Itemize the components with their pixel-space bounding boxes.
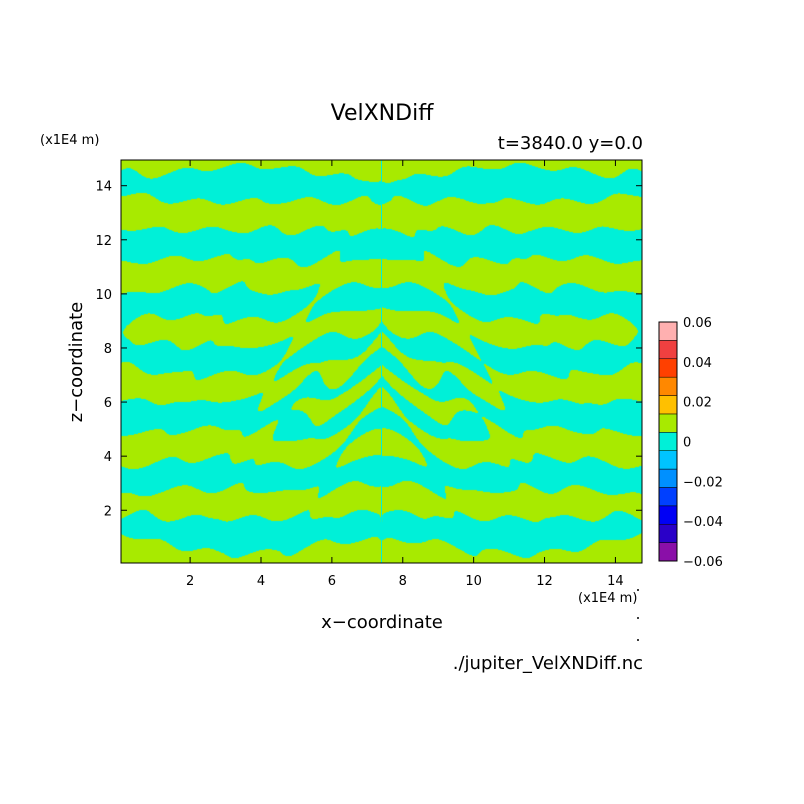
x-tick-label: 14 xyxy=(607,574,624,589)
heatmap-area xyxy=(120,159,643,564)
colorbar-swatch xyxy=(658,413,678,433)
x-axis-ticks: 2 4 6 8 10 12 14 xyxy=(186,160,624,589)
x-axis-unit: (x1E4 m) xyxy=(578,591,637,606)
y-tick-label: 12 xyxy=(95,234,112,249)
chart-subtitle: t=3840.0 y=0.0 xyxy=(498,133,643,154)
y-tick-label: 2 xyxy=(104,504,112,519)
x-tick-label: 4 xyxy=(257,574,265,589)
colorbar-swatch xyxy=(658,468,678,488)
x-axis-label: x−coordinate xyxy=(321,612,443,633)
colorbar-tick-label: 0.02 xyxy=(683,396,712,411)
colorbar-swatch xyxy=(658,523,678,543)
colorbar-swatch xyxy=(658,505,678,525)
y-tick-label: 8 xyxy=(104,342,112,357)
colorbar: 0.06 0.04 0.02 0 −0.02 −0.04 −0.06 xyxy=(658,316,723,570)
colorbar-swatch xyxy=(658,487,678,507)
chart-title: VelXNDiff xyxy=(331,101,435,126)
colorbar-swatch xyxy=(658,432,678,451)
plot-frame xyxy=(120,159,643,564)
colorbar-tick-label: −0.04 xyxy=(683,515,723,530)
colorbar-swatch xyxy=(658,358,678,378)
colorbar-swatch xyxy=(658,321,678,341)
colorbar-frame xyxy=(658,321,678,562)
corner-mark xyxy=(637,639,639,641)
colorbar-swatch xyxy=(658,376,678,396)
y-tick-label: 14 xyxy=(95,180,112,195)
corner-mark xyxy=(637,589,639,591)
y-tick-label: 4 xyxy=(104,450,112,465)
corner-marks xyxy=(637,589,639,641)
source-file-label: ./jupiter_VelXNDiff.nc xyxy=(453,653,643,674)
colorbar-tick-label: 0 xyxy=(683,436,691,451)
colorbar-tick-label: 0.06 xyxy=(683,316,712,331)
x-tick-label: 10 xyxy=(465,574,482,589)
colorbar-swatch xyxy=(658,450,678,470)
y-axis-unit: (x1E4 m) xyxy=(40,133,99,148)
colorbar-swatch xyxy=(658,340,678,360)
colorbar-tick-label: 0.04 xyxy=(683,356,712,371)
colorbar-tick-label: −0.06 xyxy=(683,555,723,570)
y-axis-label: z−coordinate xyxy=(66,302,87,423)
y-tick-label: 10 xyxy=(95,288,112,303)
corner-mark xyxy=(637,617,639,619)
colorbar-swatch xyxy=(658,395,678,415)
y-axis-ticks: 2 4 6 8 10 12 14 xyxy=(95,180,642,519)
colorbar-tick-label: −0.02 xyxy=(683,475,723,490)
y-tick-label: 6 xyxy=(104,396,112,411)
x-tick-label: 6 xyxy=(328,574,336,589)
colorbar-swatch xyxy=(658,542,678,562)
x-tick-label: 12 xyxy=(536,574,553,589)
x-tick-label: 2 xyxy=(186,574,194,589)
x-tick-label: 8 xyxy=(399,574,407,589)
